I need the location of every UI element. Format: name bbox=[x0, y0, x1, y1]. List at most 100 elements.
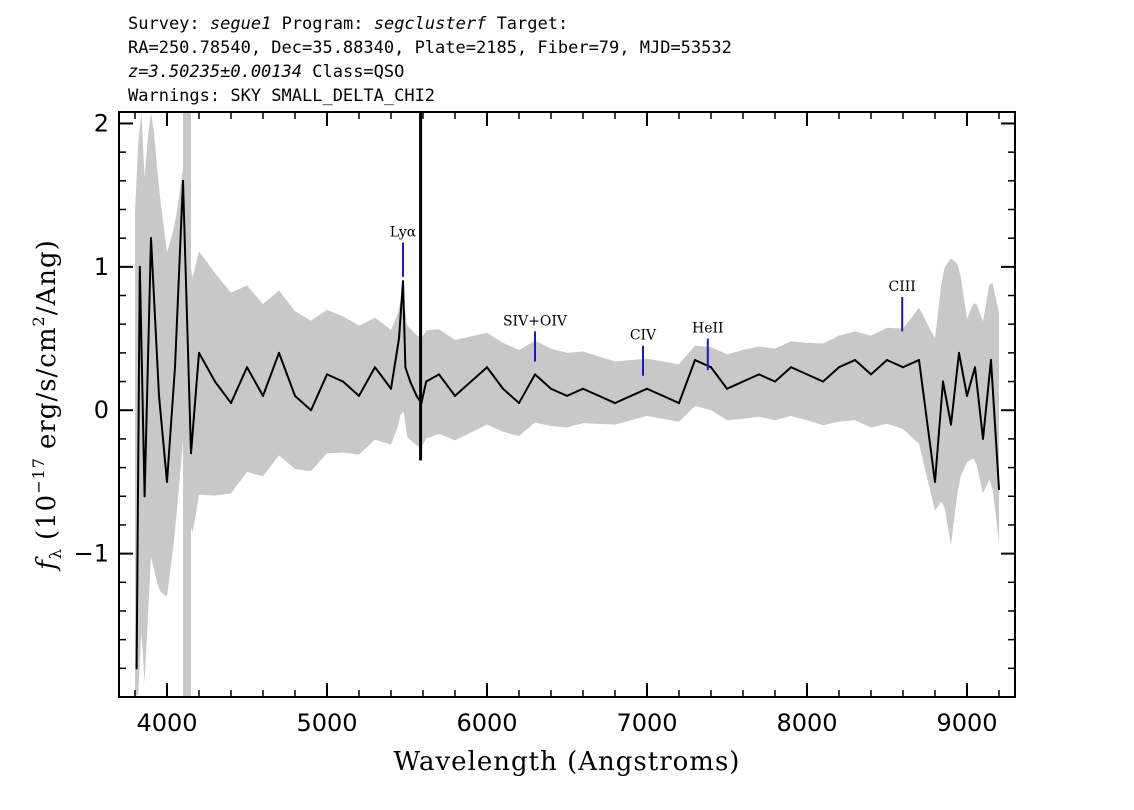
redshift-value: z=3.50235±0.00134 bbox=[128, 62, 302, 82]
flux-point bbox=[398, 337, 400, 340]
survey-label: Survey: bbox=[128, 14, 200, 34]
flux-point bbox=[390, 387, 392, 390]
flux-point bbox=[678, 402, 680, 405]
flux-point bbox=[566, 394, 568, 397]
flux-point bbox=[518, 402, 520, 405]
header-line-redshift: z=3.50235±0.00134 Class=QSO bbox=[128, 60, 732, 84]
flux-point bbox=[758, 373, 760, 376]
flux-point bbox=[726, 387, 728, 390]
flux-point bbox=[326, 373, 328, 376]
flux-point bbox=[902, 366, 904, 369]
flux-point bbox=[806, 373, 808, 376]
program-label: Program: bbox=[281, 14, 364, 34]
flux-point bbox=[870, 373, 872, 376]
flux-point bbox=[822, 380, 824, 383]
x-tick-label: 8000 bbox=[776, 709, 837, 737]
flux-point bbox=[710, 366, 712, 369]
header-line-survey: Survey: segue1 Program: segclusterf Targ… bbox=[128, 12, 732, 36]
flux-point bbox=[190, 452, 192, 455]
flux-point bbox=[886, 359, 888, 362]
error-band bbox=[135, 112, 999, 697]
axis-ticks: 4000 5000 6000 7000 8000 9000 −1 0 1 2 bbox=[74, 109, 1015, 737]
y-tick-label: −1 bbox=[74, 540, 109, 568]
flux-point bbox=[742, 380, 744, 383]
flux-series bbox=[135, 112, 1000, 670]
x-tick-label: 6000 bbox=[456, 709, 517, 737]
flux-point bbox=[918, 359, 920, 362]
flux-point bbox=[630, 394, 632, 397]
flux-point bbox=[404, 366, 407, 369]
flux-point bbox=[614, 402, 616, 405]
flux-point bbox=[990, 359, 992, 362]
flux-point bbox=[790, 366, 792, 369]
flux-point bbox=[694, 359, 696, 362]
class-value: Class=QSO bbox=[312, 62, 405, 82]
emission-line-label: HeII bbox=[692, 321, 724, 337]
flux-point bbox=[294, 394, 296, 397]
y-tick-label: 1 bbox=[94, 253, 109, 281]
x-tick-label: 7000 bbox=[616, 709, 677, 737]
flux-point bbox=[486, 366, 488, 369]
flux-point bbox=[246, 366, 248, 369]
emission-line-label: CIV bbox=[630, 328, 657, 344]
flux-point bbox=[438, 373, 440, 376]
survey-value: segue1 bbox=[209, 14, 272, 34]
flux-point bbox=[278, 351, 280, 354]
flux-point bbox=[550, 387, 552, 390]
flux-point bbox=[342, 380, 344, 383]
flux-point bbox=[598, 394, 600, 397]
flux-point bbox=[166, 480, 168, 483]
flux-point bbox=[374, 366, 376, 369]
flux-point bbox=[214, 380, 216, 383]
flux-point bbox=[135, 667, 138, 670]
error-series bbox=[135, 112, 999, 697]
flux-point bbox=[182, 179, 184, 182]
flux-point bbox=[502, 387, 504, 390]
header-line-coordinates: RA=250.78540, Dec=35.88340, Plate=2185, … bbox=[128, 38, 732, 58]
flux-point bbox=[262, 394, 264, 397]
x-tick-label: 4000 bbox=[136, 709, 197, 737]
flux-point bbox=[174, 366, 176, 369]
flux-point bbox=[950, 423, 952, 426]
flux-point bbox=[409, 380, 412, 383]
flux-point bbox=[454, 394, 456, 397]
flux-point bbox=[838, 366, 840, 369]
flux-point bbox=[974, 366, 976, 369]
y-axis-label-lambda: λ bbox=[46, 548, 65, 559]
y-axis-label: fλ (10−17 erg/s/cm2/Ang) bbox=[29, 239, 65, 572]
emission-line-label: SIV+OIV bbox=[503, 313, 568, 329]
flux-point bbox=[138, 265, 141, 268]
flux-point bbox=[358, 394, 360, 397]
flux-point bbox=[143, 495, 146, 498]
flux-point bbox=[982, 437, 984, 440]
flux-point bbox=[646, 387, 648, 390]
flux-point bbox=[425, 380, 428, 383]
flux-point bbox=[934, 480, 936, 483]
flux-point bbox=[998, 488, 1000, 491]
x-tick-label: 5000 bbox=[296, 709, 357, 737]
header-line-warnings: Warnings: SKY SMALL_DELTA_CHI2 bbox=[128, 86, 436, 106]
target-label: Target: bbox=[496, 14, 569, 34]
emission-line-markers: Lyα SIV+OIV CIV HeII CIII bbox=[390, 224, 916, 376]
flux-point bbox=[854, 359, 856, 362]
y-axis-label-square: 2 bbox=[29, 315, 48, 326]
flux-point bbox=[582, 387, 584, 390]
program-value: segclusterf bbox=[373, 14, 487, 34]
y-axis-label-paren: (10 bbox=[32, 494, 62, 540]
emission-line-label: Lyα bbox=[390, 224, 417, 240]
flux-point bbox=[230, 402, 232, 405]
flux-point bbox=[415, 394, 418, 397]
y-tick-label: 0 bbox=[94, 396, 109, 424]
emission-line-label: CIII bbox=[889, 279, 916, 295]
x-axis-label: Wavelength (Angstroms) bbox=[394, 747, 741, 777]
flux-point bbox=[774, 380, 776, 383]
y-axis-label-units: erg/s/cm bbox=[32, 326, 62, 449]
flux-point bbox=[662, 394, 664, 397]
flux-point bbox=[402, 280, 404, 283]
flux-point bbox=[158, 394, 160, 397]
y-axis-label-exp: −17 bbox=[29, 457, 48, 494]
flux-point bbox=[534, 373, 536, 376]
plot-frame bbox=[118, 111, 1016, 698]
flux-point bbox=[310, 409, 312, 412]
